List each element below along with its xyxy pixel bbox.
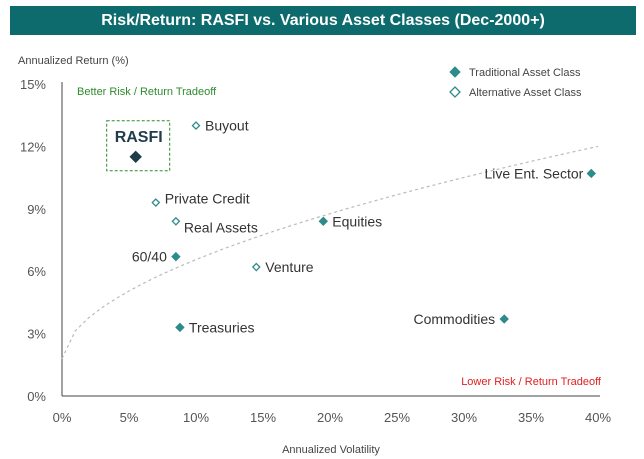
y-tick-label: 3% bbox=[27, 327, 46, 342]
y-tick-label: 9% bbox=[27, 202, 46, 217]
point-label-commodities: Commodities bbox=[413, 311, 495, 327]
x-tick-label: 25% bbox=[384, 410, 410, 425]
x-tick-label: 0% bbox=[53, 410, 72, 425]
point-commodities bbox=[499, 314, 509, 324]
x-axis-label: Annualized Volatility bbox=[282, 444, 380, 456]
point-live-ent-sector bbox=[586, 168, 597, 179]
point-treasuries bbox=[175, 322, 185, 333]
lower-tradeoff-annotation: Lower Risk / Return Tradeoff bbox=[461, 376, 602, 388]
point-buyout bbox=[191, 121, 201, 131]
x-tick-label: 15% bbox=[250, 410, 276, 425]
legend-alternative-label: Alternative Asset Class bbox=[469, 87, 582, 99]
y-tick-label: 12% bbox=[20, 139, 46, 154]
frontier-curve bbox=[61, 145, 599, 359]
point-real-assets bbox=[171, 216, 181, 226]
point-60-40 bbox=[171, 251, 181, 262]
point-label-venture: Venture bbox=[265, 259, 313, 275]
x-tick-label: 20% bbox=[317, 410, 343, 425]
y-axis-label: Annualized Return (%) bbox=[18, 55, 129, 67]
x-tick-label: 35% bbox=[518, 410, 544, 425]
point-label-treasuries: Treasuries bbox=[189, 319, 255, 335]
rasfi-label: RASFI bbox=[115, 129, 163, 146]
rasfi-point bbox=[129, 150, 142, 164]
y-tick-label: 0% bbox=[27, 389, 46, 404]
point-equities bbox=[318, 216, 329, 226]
point-venture bbox=[251, 262, 261, 272]
y-tick-label: 15% bbox=[20, 77, 46, 92]
legend-traditional-marker bbox=[449, 66, 461, 78]
point-label-live-ent-sector: Live Ent. Sector bbox=[484, 165, 583, 181]
x-tick-label: 30% bbox=[451, 410, 477, 425]
point-label-equities: Equities bbox=[332, 213, 382, 229]
point-label-private-credit: Private Credit bbox=[165, 191, 250, 207]
legend-traditional-label: Traditional Asset Class bbox=[469, 67, 581, 79]
point-label-buyout: Buyout bbox=[205, 118, 249, 134]
point-label-60-40: 60/40 bbox=[132, 249, 167, 265]
point-label-real-assets: Real Assets bbox=[184, 219, 258, 235]
legend-alternative-marker bbox=[449, 86, 461, 98]
chart-title: Risk/Return: RASFI vs. Various Asset Cla… bbox=[10, 6, 636, 35]
y-tick-label: 6% bbox=[27, 264, 46, 279]
point-private-credit bbox=[151, 198, 161, 207]
better-tradeoff-annotation: Better Risk / Return Tradeoff bbox=[77, 86, 217, 98]
x-tick-label: 10% bbox=[183, 410, 209, 425]
x-tick-label: 5% bbox=[120, 410, 139, 425]
x-tick-label: 40% bbox=[585, 410, 611, 425]
rasfi-highlight-box bbox=[106, 120, 171, 172]
